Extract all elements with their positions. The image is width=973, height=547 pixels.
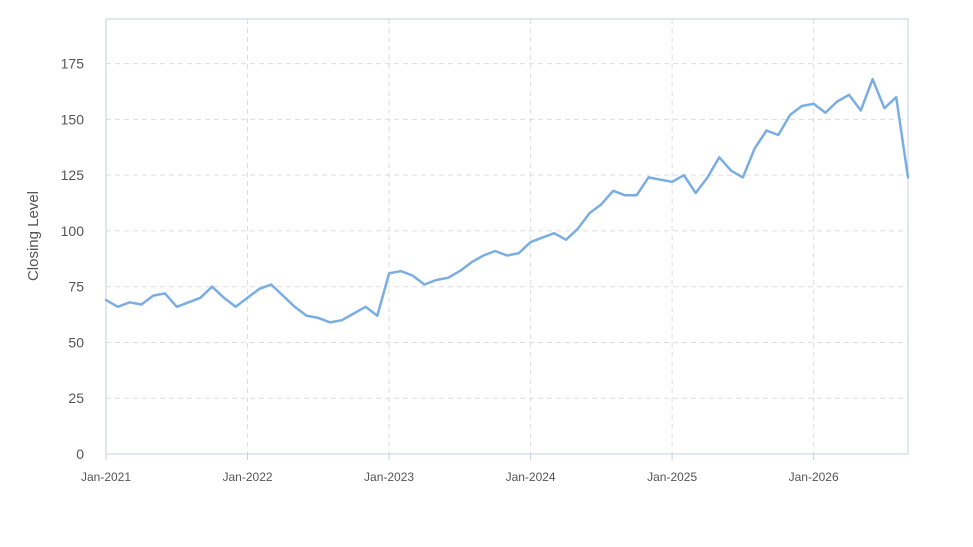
y-axis: 0 25 50 75 100 125 150 175 <box>61 56 85 462</box>
x-tick-label: Jan-2025 <box>647 470 697 484</box>
y-tick-label: 150 <box>61 111 85 127</box>
x-tick-label: Jan-2021 <box>81 470 131 484</box>
x-tick-label: Jan-2023 <box>364 470 414 484</box>
y-tick-label: 0 <box>76 446 84 462</box>
x-tick-label: Jan-2026 <box>789 470 839 484</box>
y-tick-label: 100 <box>61 223 85 239</box>
x-tick-label: Jan-2024 <box>506 470 556 484</box>
x-tick-label: Jan-2022 <box>223 470 273 484</box>
x-axis: Jan-2021 Jan-2022 Jan-2023 Jan-2024 Jan-2025… <box>81 454 839 484</box>
y-tick-label: 25 <box>68 390 84 406</box>
y-tick-label: 50 <box>68 334 84 350</box>
y-tick-label: 75 <box>68 279 84 295</box>
y-tick-label: 125 <box>61 167 85 183</box>
grid-lines <box>106 19 908 454</box>
y-tick-label: 175 <box>61 56 85 72</box>
plot-area-border <box>105 18 909 455</box>
y-axis-label: Closing Level <box>25 191 42 281</box>
series-line <box>104 77 910 324</box>
